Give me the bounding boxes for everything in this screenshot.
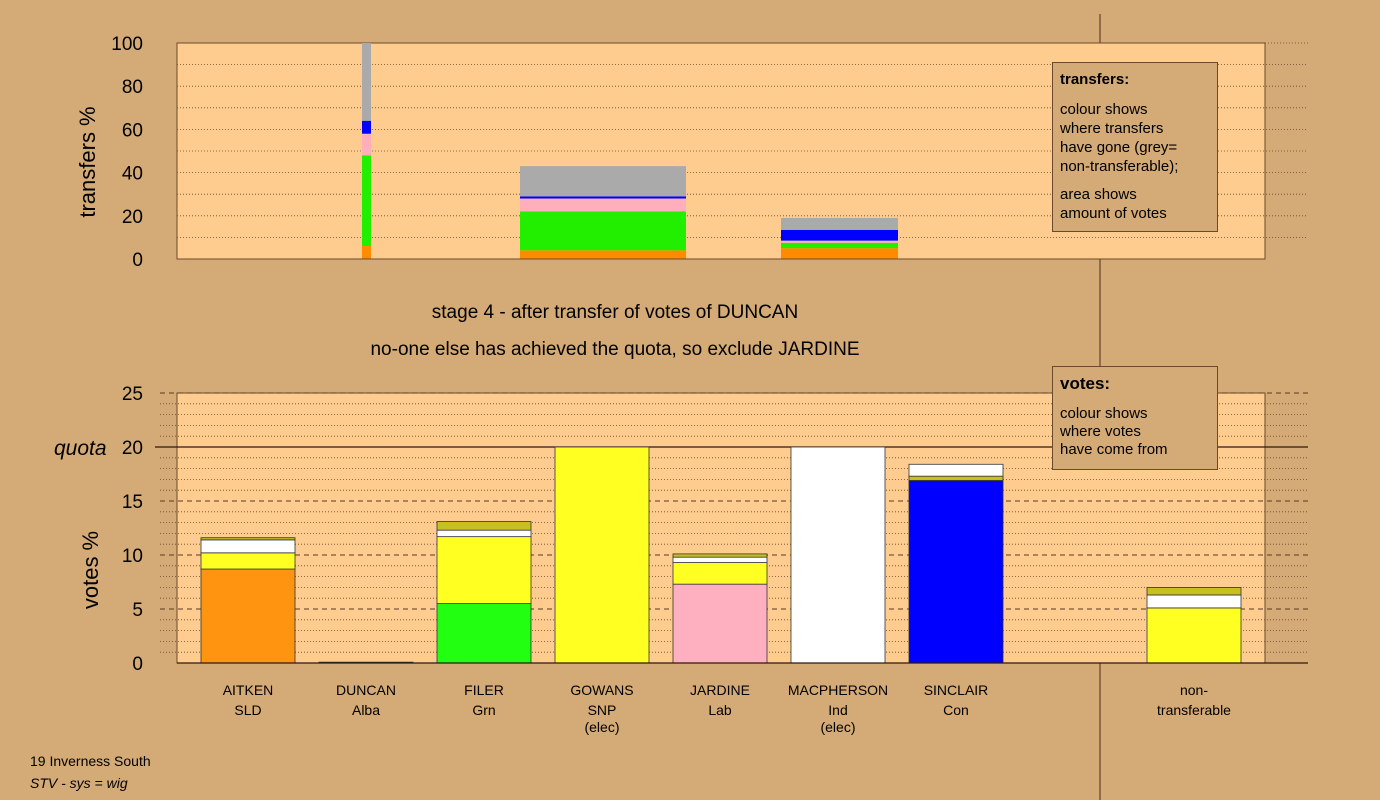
candidate-party: Lab [708, 702, 732, 718]
transfers-legend-line: amount of votes [1060, 205, 1167, 222]
votes-legend-line: where votes [1060, 423, 1141, 440]
transfer-bar-segment [362, 43, 371, 121]
nontransferable-bar-segment [1146, 607, 1242, 664]
transfers-legend-line: colour shows [1060, 101, 1148, 118]
transfers-ytick-label: 0 [132, 250, 143, 271]
vote-bar-segment [200, 552, 296, 570]
transfer-bar-segment [362, 120, 371, 134]
transfer-bar-segment [520, 198, 686, 212]
system-label: STV - sys = wig [30, 775, 128, 791]
transfer-bar-segment [362, 246, 371, 259]
votes-legend-text: colour shows where votes have come from [1060, 405, 1168, 459]
candidate-party: SNP [588, 702, 617, 718]
votes-ytick-label: 0 [132, 654, 143, 675]
transfers-legend-title: transfers: [1060, 71, 1130, 88]
votes-legend: votes: colour shows where votes have com… [1052, 366, 1218, 470]
votes-axis-label: votes % [78, 531, 103, 609]
vote-bar-segment [790, 446, 886, 664]
candidate-party: Con [943, 702, 969, 718]
candidate-status: (elec) [584, 719, 619, 735]
vote-bar-segment [436, 603, 532, 664]
transfer-bar-segment [520, 196, 686, 199]
vote-bar-segment [672, 562, 768, 585]
transfers-legend-line: area shows [1060, 186, 1137, 203]
vote-bar-segment [908, 475, 1004, 481]
votes-ytick-label: 15 [122, 492, 143, 513]
transfers-ytick-label: 100 [111, 34, 143, 55]
transfer-bar-segment [520, 211, 686, 251]
stage-title: stage 4 - after transfer of votes of DUN… [432, 302, 798, 323]
transfer-bar-segment [362, 155, 371, 247]
transfers-ytick-label: 80 [122, 77, 143, 98]
candidate-party: Alba [352, 702, 380, 718]
vote-bar-segment [200, 568, 296, 664]
transfer-bar-segment [781, 240, 898, 243]
transfers-ytick-label: 40 [122, 164, 143, 185]
candidate-name: AITKEN [223, 682, 274, 698]
candidate-name: SINCLAIR [924, 682, 989, 698]
candidate-name: DUNCAN [336, 682, 396, 698]
vote-bar-segment [436, 521, 532, 531]
vote-bar-segment [436, 536, 532, 605]
transfers-legend: transfers: colour shows where transfers … [1052, 62, 1218, 232]
vote-bar-segment [436, 529, 532, 538]
candidate-name: JARDINE [690, 682, 750, 698]
transfer-bar-segment [781, 229, 898, 241]
transfers-legend-line: have gone (grey= [1060, 139, 1178, 156]
transfer-bar-segment [781, 217, 898, 230]
transfer-bar-segment [520, 250, 686, 259]
vote-bar-segment [200, 539, 296, 554]
candidate-party: SLD [234, 702, 261, 718]
candidate-name: GOWANS [570, 682, 633, 698]
transfers-ytick-label: 60 [122, 120, 143, 141]
transfer-bar-segment [362, 133, 371, 156]
transfer-bar-segment [520, 166, 686, 197]
votes-legend-line: have come from [1060, 441, 1168, 458]
vote-bar-segment [908, 463, 1004, 477]
transfer-bar-segment [781, 242, 898, 249]
ward-name: 19 Inverness South [30, 753, 151, 769]
vote-bar-segment [200, 537, 296, 541]
nontransferable-bar-segment [1146, 587, 1242, 596]
votes-legend-line: colour shows [1060, 405, 1148, 422]
transfers-axis-label: transfers % [75, 106, 100, 217]
votes-ytick-label: 20 [122, 438, 143, 459]
transfers-legend-line: non-transferable); [1060, 158, 1179, 175]
transfer-bar-segment [781, 248, 898, 259]
quota-label: quota [54, 437, 107, 460]
votes-ytick-label: 10 [122, 546, 143, 567]
votes-ytick-label: 5 [132, 600, 143, 621]
votes-legend-title: votes: [1060, 374, 1111, 393]
transfers-legend-line: where transfers [1060, 120, 1164, 137]
vote-bar-segment [672, 556, 768, 563]
vote-bar-segment [672, 553, 768, 558]
vote-bar-segment [672, 583, 768, 664]
transfers-ytick-label: 20 [122, 207, 143, 228]
candidate-name: MACPHERSON [788, 682, 888, 698]
vote-bar-segment [554, 446, 650, 664]
transfers-legend-text: colour shows where transfers have gone (… [1060, 100, 1178, 223]
candidate-party: Grn [472, 702, 495, 718]
vote-bar-segment [908, 480, 1004, 664]
candidate-status: (elec) [820, 719, 855, 735]
stage-subtitle: no-one else has achieved the quota, so e… [370, 339, 859, 360]
nontransferable-label: non- [1180, 682, 1208, 698]
votes-ytick-label: 25 [122, 384, 143, 405]
candidate-name: FILER [464, 682, 504, 698]
candidate-party: Ind [828, 702, 847, 718]
nontransferable-label: transferable [1157, 702, 1231, 718]
nontransferable-bar-segment [1146, 594, 1242, 609]
